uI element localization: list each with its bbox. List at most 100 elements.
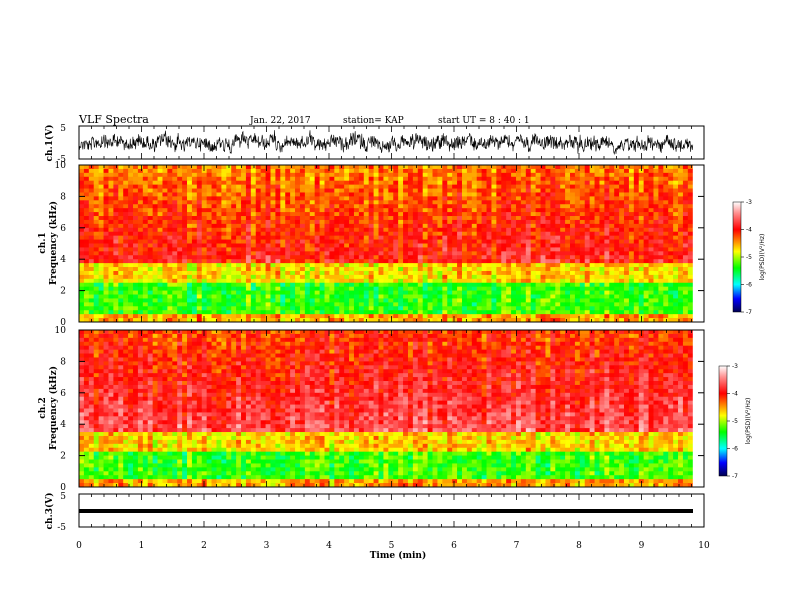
spectrogram-cell xyxy=(427,212,433,217)
spectrogram-cell xyxy=(584,290,590,295)
spectrogram-cell xyxy=(628,188,635,193)
spectrogram-cell xyxy=(98,235,104,240)
spectrogram-cell xyxy=(309,310,315,315)
spectrogram-cell xyxy=(295,302,301,307)
spectrogram-cell xyxy=(103,306,109,311)
spectrogram-cell xyxy=(201,219,207,225)
spectrogram-cell xyxy=(388,184,394,189)
spectrogram-cell xyxy=(236,235,242,240)
spectrogram-cell xyxy=(334,235,340,240)
spectrogram-cell xyxy=(574,270,581,276)
spectrogram-cell xyxy=(353,286,360,291)
spectrogram-cell xyxy=(353,172,360,178)
spectrogram-cell xyxy=(579,306,586,311)
spectrogram-cell xyxy=(280,278,286,284)
spectrogram-cell xyxy=(530,219,536,225)
spectrogram-cell xyxy=(604,278,610,284)
spectrogram-cell xyxy=(128,188,134,193)
spectrogram-cell xyxy=(373,227,379,233)
spectrogram-cell xyxy=(663,270,669,276)
spectrogram-cell xyxy=(309,282,315,287)
spectrogram-cell xyxy=(358,286,365,291)
spectrogram-cell xyxy=(309,259,315,264)
spectrogram-cell xyxy=(167,184,173,189)
spectrogram-cell xyxy=(633,192,640,197)
spectrogram-cell xyxy=(506,184,512,189)
spectrogram-cell xyxy=(466,165,473,170)
spectrogram-cell xyxy=(211,263,217,268)
spectrogram-cell xyxy=(638,192,644,197)
spectrogram-cell xyxy=(88,172,95,178)
spectrogram-cell xyxy=(314,204,320,209)
spectrogram-cell xyxy=(506,243,512,248)
spectrogram-cell xyxy=(241,267,247,272)
spectrogram-cell xyxy=(407,219,414,225)
spectrogram-cell xyxy=(599,212,605,217)
spectrogram-cell xyxy=(633,282,640,287)
spectrogram-cell xyxy=(555,200,561,205)
spectrogram-cell xyxy=(643,294,649,299)
spectrogram-cell xyxy=(393,278,399,284)
spectrogram-cell xyxy=(368,251,374,256)
spectrogram-cell xyxy=(177,294,183,299)
spectrogram-cell xyxy=(407,290,414,295)
spectrogram-cell xyxy=(206,219,212,225)
spectrogram-cell xyxy=(525,165,532,170)
spectrogram-cell xyxy=(520,235,527,240)
spectrogram-cell xyxy=(540,298,546,303)
spectrogram-cell xyxy=(653,290,659,295)
spectrogram-cell xyxy=(589,200,595,205)
spectrogram-cell xyxy=(550,282,556,287)
spectrogram-cell xyxy=(349,192,355,197)
spectrogram-cell xyxy=(555,251,561,256)
spectrogram-cell xyxy=(604,227,610,233)
spectrogram-cell xyxy=(162,302,168,307)
spectrogram-cell xyxy=(290,184,296,189)
spectrogram-cell xyxy=(461,192,468,197)
spectrogram-cell xyxy=(668,200,674,205)
spectrogram-cell xyxy=(682,255,689,260)
spectrogram-cell xyxy=(427,263,433,268)
spectrogram-cell xyxy=(270,208,276,213)
spectrogram-cell xyxy=(353,184,360,189)
spectrogram-cell xyxy=(525,270,532,276)
spectrogram-cell xyxy=(471,306,478,311)
spectrogram-cell xyxy=(152,200,158,205)
spectrogram-cell xyxy=(358,239,365,244)
spectrogram-cell xyxy=(520,208,527,213)
spectrogram-cell xyxy=(309,298,315,303)
spectrogram-cell xyxy=(398,200,404,205)
spectrogram-cell xyxy=(128,286,134,291)
spectrogram-cell xyxy=(466,251,473,256)
spectrogram-cell xyxy=(152,168,158,174)
spectrogram-cell xyxy=(142,274,149,280)
spectrogram-cell xyxy=(496,216,502,221)
spectrogram-cell xyxy=(393,231,399,236)
spectrogram-cell xyxy=(211,219,217,225)
spectrogram-cell xyxy=(265,302,271,307)
spectrogram-cell xyxy=(231,282,237,287)
spectrogram-cell xyxy=(319,176,325,181)
spectrogram-cell xyxy=(383,310,389,315)
spectrogram-cell xyxy=(442,310,448,315)
spectrogram-cell xyxy=(329,168,335,174)
spectrogram-cell xyxy=(108,176,114,181)
spectrogram-cell xyxy=(432,192,438,197)
spectrogram-cell xyxy=(167,235,173,240)
spectrogram-cell xyxy=(83,274,90,280)
spectrogram-cell xyxy=(147,255,153,260)
spectrogram-cell xyxy=(506,176,512,181)
spectrogram-cell xyxy=(447,231,453,236)
spectrogram-cell xyxy=(221,192,227,197)
spectrogram-cell xyxy=(555,176,561,181)
spectrogram-cell xyxy=(329,188,335,193)
spectrogram-cell xyxy=(383,255,389,260)
spectrogram-cell xyxy=(579,247,586,252)
spectrogram-cell xyxy=(187,251,193,256)
spectrogram-cell xyxy=(476,282,482,287)
spectrogram-cell xyxy=(589,184,595,189)
spectrogram-cell xyxy=(432,247,438,252)
spectrogram-cell xyxy=(584,192,590,197)
spectrogram-cell xyxy=(520,212,527,217)
spectrogram-cell xyxy=(378,278,384,284)
